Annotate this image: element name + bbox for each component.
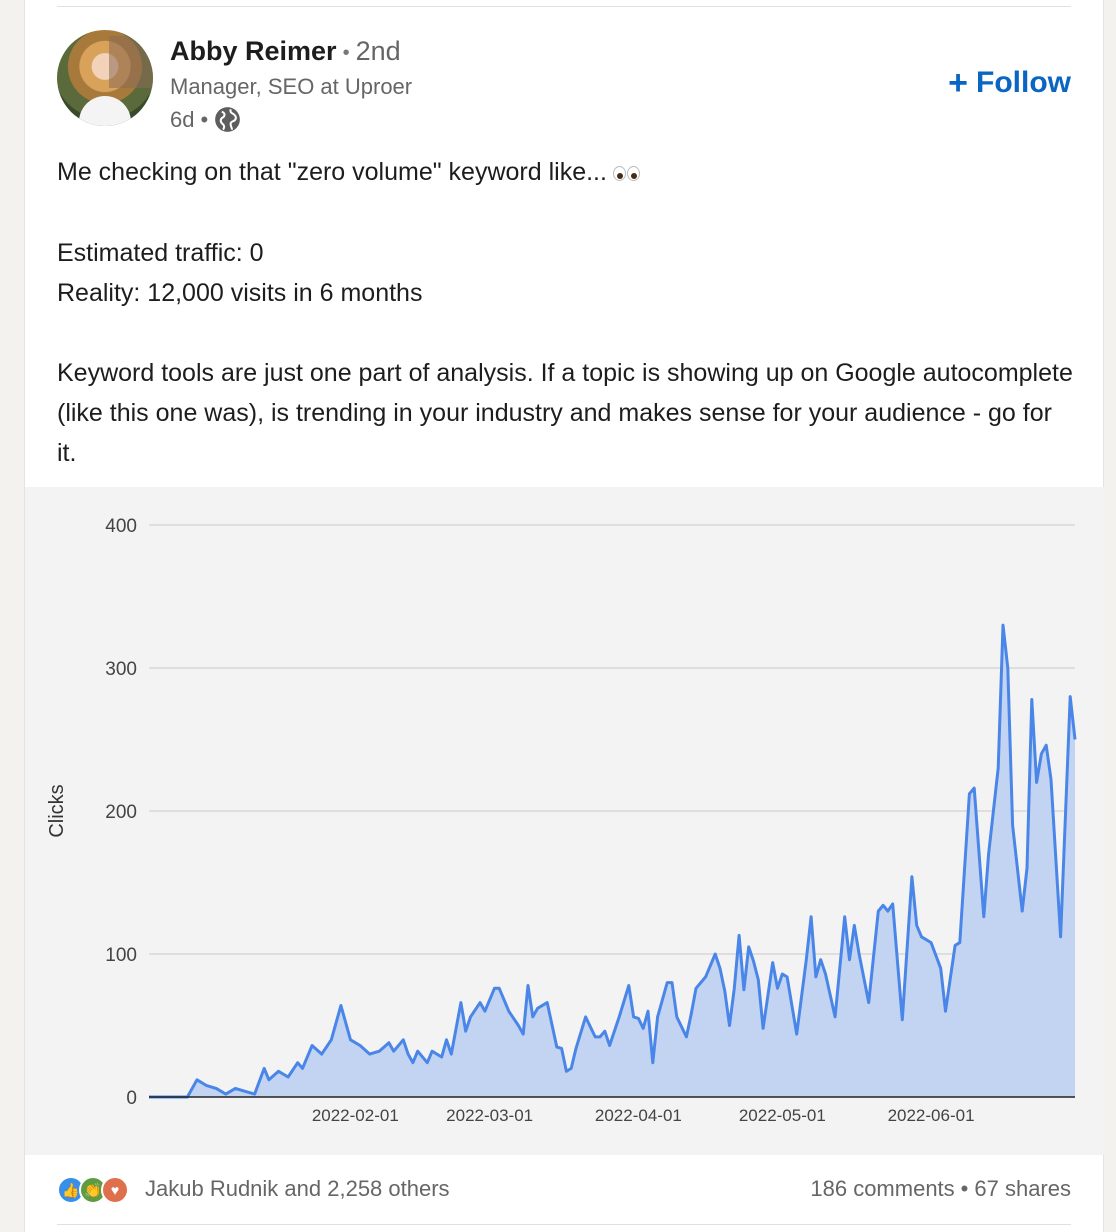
love-icon: ♥ [101, 1176, 129, 1204]
separator-dot: • [960, 1176, 969, 1201]
x-tick-label: 2022-05-01 [739, 1106, 826, 1125]
avatar[interactable] [57, 30, 153, 126]
post-card: Abby Reimer • 2nd Manager, SEO at Uproer 6… [24, 0, 1105, 1232]
social-counts: 👍 👏 ♥ Jakub Rudnik and 2,258 others 186 … [57, 1170, 1071, 1210]
post-header: Abby Reimer • 2nd Manager, SEO at Uproer 6… [57, 30, 1071, 140]
series-line [149, 623, 1077, 1099]
comments-count[interactable]: 186 comments [810, 1176, 955, 1201]
post-body: Me checking on that "zero volume" keywor… [57, 152, 1077, 473]
post-line: Me checking on that "zero volume" keywor… [57, 152, 1077, 193]
reactors-text[interactable]: Jakub Rudnik and 2,258 others [145, 1176, 450, 1201]
post-time: 6d [170, 106, 195, 132]
author-line: Abby Reimer • 2nd [170, 36, 401, 68]
y-tick-label: 200 [105, 802, 137, 823]
eyes-emoji-icon [612, 153, 641, 193]
blank-line [57, 193, 1077, 233]
separator-dot: • [342, 41, 350, 64]
shares-count[interactable]: 67 shares [974, 1176, 1071, 1201]
post-text-line: Me checking on that "zero volume" keywor… [57, 158, 607, 186]
y-axis-label: Clicks [46, 784, 68, 837]
avatar-shirt [79, 96, 131, 126]
y-tick-label: 0 [126, 1088, 137, 1109]
x-tick-label: 2022-02-01 [312, 1106, 399, 1125]
y-tick-label: 100 [105, 945, 137, 966]
x-tick-label: 2022-04-01 [595, 1106, 682, 1125]
connection-degree: 2nd [355, 36, 401, 66]
author-name[interactable]: Abby Reimer [170, 36, 337, 66]
x-tick-label: 2022-03-01 [446, 1106, 533, 1125]
reaction-icons[interactable]: 👍 👏 ♥ [57, 1176, 129, 1204]
post-text-line: Estimated traffic: 0 [57, 239, 264, 268]
author-headline: Manager, SEO at Uproer [170, 74, 413, 99]
divider [57, 1224, 1071, 1225]
post-image-chart[interactable]: 0 100 200 300 400 2022-02-01 2022-03-01 2022-04… [25, 487, 1105, 1155]
post-text-line: Reality: 12,000 visits in 6 months [57, 279, 423, 308]
separator-dot: • [200, 106, 209, 132]
clicks-chart: 0 100 200 300 400 2022-02-01 2022-03-01 2022-04… [46, 516, 1077, 1125]
follow-button[interactable]: + Follow [948, 66, 1071, 100]
y-tick-label: 400 [105, 516, 137, 537]
blank-line [57, 313, 1077, 353]
plus-icon: + [948, 64, 969, 102]
x-tick-label: 2022-06-01 [888, 1106, 975, 1125]
engagement-counts: 186 comments • 67 shares [810, 1176, 1071, 1202]
avatar-background [109, 36, 153, 88]
post-meta: 6d • [170, 106, 241, 133]
series-area [149, 625, 1075, 1097]
post-paragraph: Keyword tools are just one part of analy… [57, 359, 1080, 468]
y-tick-label: 300 [105, 659, 137, 680]
follow-label: Follow [976, 66, 1071, 99]
globe-icon [215, 107, 241, 132]
divider [57, 6, 1071, 7]
